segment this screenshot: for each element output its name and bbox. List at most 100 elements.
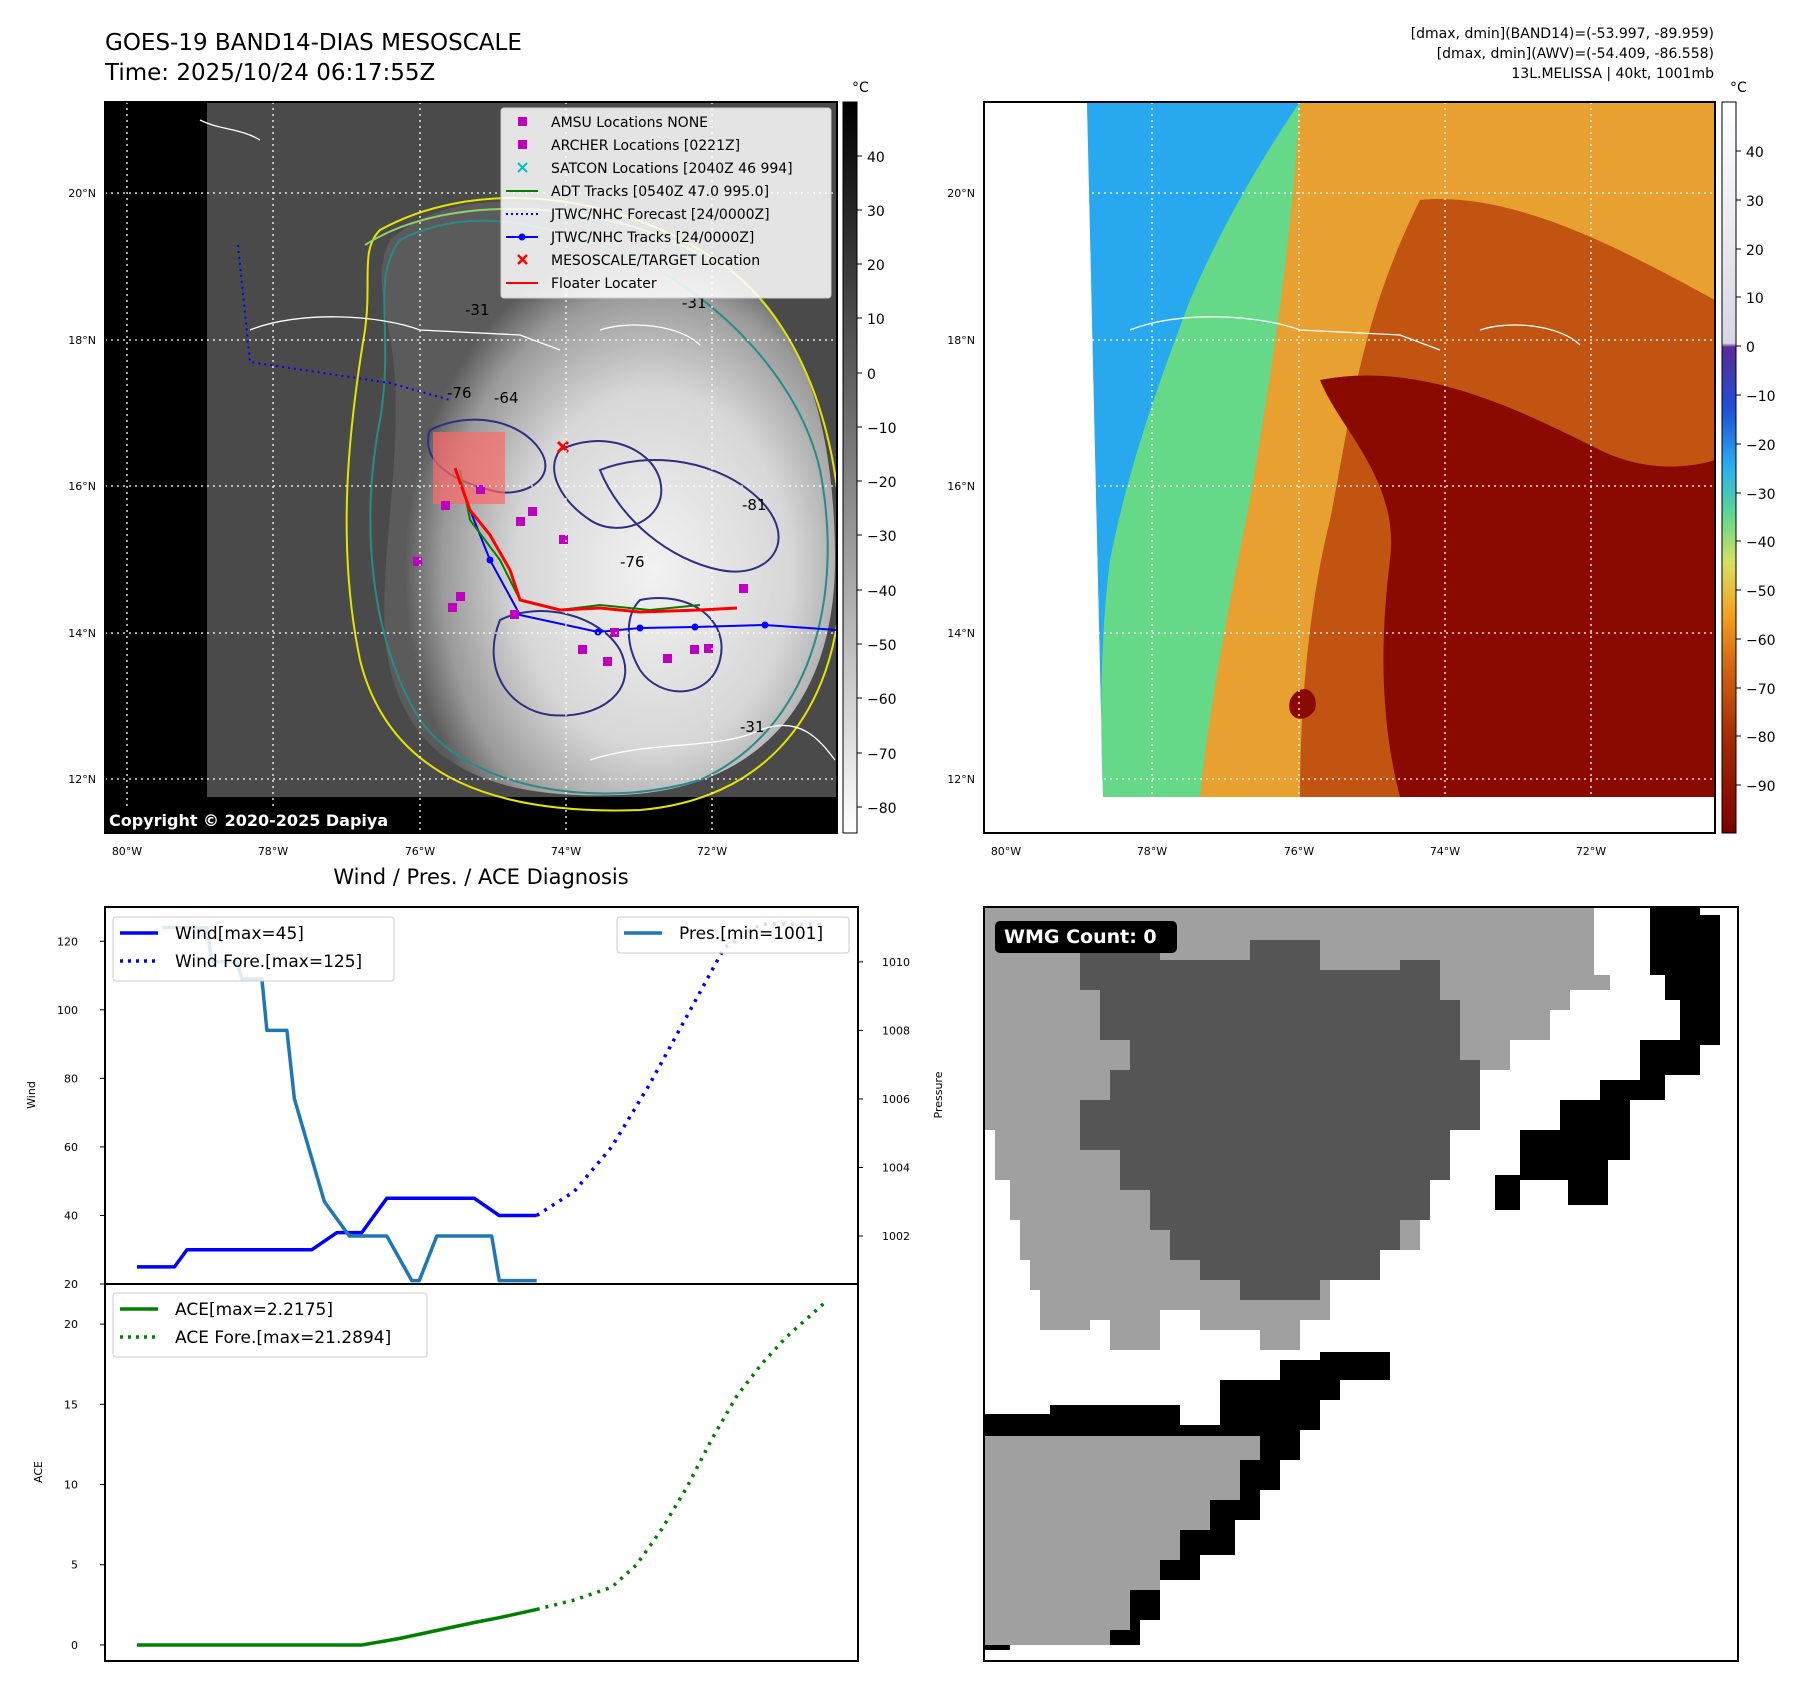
lat-tick-label: 16°N [68,480,96,493]
lat-tick-label: 18°N [68,334,96,347]
legend-wind-label: Wind[max=45] [175,924,304,944]
colorbar-tick-label: −60 [1746,633,1776,649]
lon-tick-label: 74°W [1430,845,1460,858]
series-ace-fore-max-21-2894 [536,1302,826,1612]
y2-tick-label: 1008 [882,1024,910,1037]
y2-tick-label: 1010 [882,956,910,969]
colorbar-tick-label: 20 [1746,243,1764,259]
colorbar-tick-label: 10 [1746,291,1764,307]
series-wind-fore-max-125 [535,922,824,1217]
colorbar-tick-label: −50 [867,638,897,654]
colorbar-tick-label: 20 [867,258,885,274]
lon-tick-label: 76°W [1284,845,1314,858]
colorbar-tick-label: −30 [867,529,897,545]
colorbar-tick-label: −20 [867,475,897,491]
ir-colorbar: °C 40 30 20 10 0 −10 −20 −30 −40 −50 −60 −70 −80 [842,80,897,834]
lon-tick-label: 78°W [258,845,288,858]
ir-contour-labels: -76 -64 -81 -76 -31 -31 -31 [447,294,767,736]
y-tick-label: 100 [57,1004,78,1017]
legend-ace-forecast-label: ACE Fore.[max=21.2894] [175,1328,391,1348]
wmg-black-region-northeast [1495,907,1720,1210]
y-tick-label: 20 [64,1278,78,1291]
awv-colorbar-gradient [1721,101,1737,834]
y-tick-label: 0 [71,1639,78,1652]
legend-square-icon [518,140,527,149]
awv-cell [1289,689,1316,719]
nhc-track-point [594,628,602,636]
ir-coastline-south [589,724,836,761]
wmg-count-badge [995,921,1177,953]
pressure-legend: Pres.[min=1001] [616,916,850,954]
awv-gridlines [984,102,1715,833]
legend-x-icon [517,254,528,265]
wind-pressure-chart: Wind Pressure 20 40 60 80 100 120 1002 1004 1006… [25,906,945,1291]
colorbar-tick-label: −30 [1746,487,1776,503]
colorbar-tick-label: −70 [867,747,897,763]
contour-label: -31 [740,718,765,736]
figure-title: GOES-19 BAND14-DIAS MESOSCALE [105,30,522,56]
lon-tick-label: 74°W [551,845,581,858]
colorbar-tick-label: −50 [1746,584,1776,600]
lon-tick-label: 76°W [405,845,435,858]
colorbar-tick-label: 0 [867,367,876,383]
legend-ace-label: ACE[max=2.2175] [175,1300,333,1320]
colorbar-tick-label: −60 [867,692,897,708]
pressure-axis-label: Pressure [932,1071,945,1118]
ir-coastlines [199,119,701,351]
colorbar-tick-label: 30 [867,204,885,220]
copyright-text: Copyright © 2020-2025 Dapiya [109,811,388,830]
nhc-track-point [636,624,644,632]
wind-chart-ticks: 20 40 60 80 100 120 1002 1004 1006 1008 1010 [57,935,910,1291]
floater-locater-track [453,467,738,614]
colorbar-tick-label: −80 [867,801,897,817]
lat-tick-label: 18°N [947,334,975,347]
lat-tick-label: 14°N [68,627,96,640]
legend-x-icon [517,162,528,173]
legend-pressure-label: Pres.[min=1001] [679,924,823,944]
colorbar-tick-label: −10 [1746,389,1776,405]
lon-tick-label: 72°W [697,845,727,858]
y2-tick-label: 1002 [882,1230,910,1243]
ace-axis-label: ACE [32,1461,45,1483]
y-tick-label: 60 [64,1141,78,1154]
series-wind-max-45 [137,1196,537,1269]
y2-tick-label: 1004 [882,1161,910,1174]
nhc-track-point [486,556,494,564]
awv-axis-labels: 80°W 78°W 76°W 74°W 72°W 20°N 18°N 16°N 14°N 12°N [947,187,1606,858]
lat-tick-label: 12°N [68,773,96,786]
lat-tick-label: 16°N [947,480,975,493]
colorbar-tick-label: 40 [1746,145,1764,161]
ace-legend: ACE[max=2.2175] ACE Fore.[max=21.2894] [112,1292,428,1358]
ace-chart-lines [137,1302,826,1647]
ace-chart-ticks: 0 5 10 15 20 [64,1318,105,1652]
ir-colorbar-unit: °C [852,80,869,96]
legend-item: MESOSCALE/TARGET Location [551,253,760,269]
awv-colorbar: °C 40 30 20 10 0 −10 −20 −30 −40 −50 −60 −70 −80 −90 [1721,80,1776,834]
legend-square-icon [518,117,527,126]
y-tick-label: 20 [64,1318,78,1331]
nhc-track-point [761,621,769,629]
archer-location-markers [413,485,748,666]
copyright-box [104,806,416,833]
colorbar-tick-label: −80 [1746,730,1776,746]
awv-colorbar-ticks: 40 30 20 10 0 −10 −20 −30 −40 −50 −60 −70 −80 −90 [1736,145,1776,795]
legend-item: JTWC/NHC Tracks [24/0000Z] [550,230,754,246]
wind-legend-box [112,916,395,982]
ir-no-data-strip [105,102,207,797]
y-tick-label: 15 [64,1398,78,1411]
legend-item: ADT Tracks [0540Z 47.0 995.0] [551,184,769,200]
ir-colorbar-gradient [842,101,858,834]
awv-map-panel [983,101,1716,834]
awv-cold-top [1320,375,1715,797]
colorbar-tick-label: −90 [1746,779,1776,795]
wmg-dark-region [1080,930,1480,1300]
ir-axis-labels: 80°W 78°W 76°W 74°W 72°W 20°N 18°N 16°N 14°N 12°N [68,187,727,858]
ace-legend-box [112,1292,428,1358]
colorbar-tick-label: 30 [1746,194,1764,210]
y-tick-label: 120 [57,935,78,948]
contour-label: -64 [494,389,519,407]
colorbar-tick-label: 0 [1746,340,1755,356]
wmg-gray-region-south [984,1436,1260,1645]
y-tick-label: 10 [64,1479,78,1492]
info-band14-range: [dmax, dmin](BAND14)=(-53.997, -89.959) [1411,26,1714,42]
